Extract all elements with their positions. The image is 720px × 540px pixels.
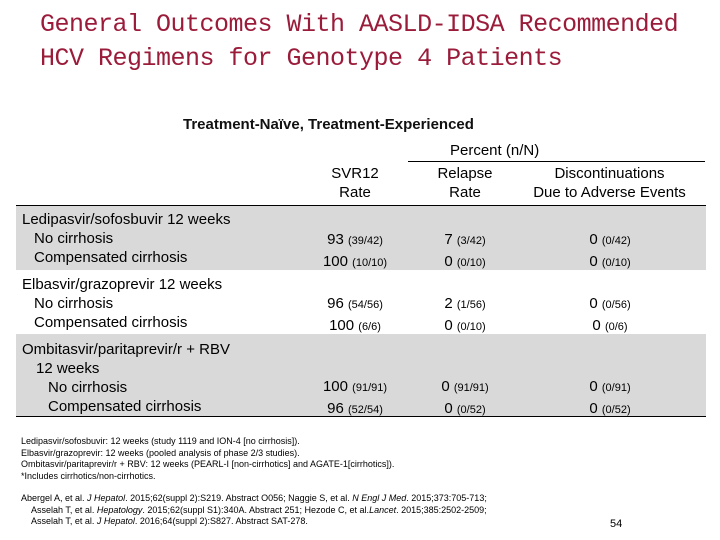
discontinuation-cell: 0 (0/42) 0 (0/10) <box>589 231 631 270</box>
footnote: Elbasvir/grazoprevir: 12 weeks (pooled a… <box>21 447 300 458</box>
title-line-1: General Outcomes With AASLD-IDSA Recomme… <box>40 10 679 39</box>
regimen-label: Ledipasvir/sofosbuvir 12 weeks No cirrho… <box>22 211 231 266</box>
table-bottom-rule <box>16 416 706 417</box>
footnote: Ledipasvir/sofosbuvir: 12 weeks (study 1… <box>21 436 300 446</box>
svr-cell: 96 (54/56) 100 (6/6) <box>327 295 383 334</box>
regimen-label: Elbasvir/grazoprevir 12 weeks No cirrhos… <box>22 276 223 331</box>
footnotes: Ledipasvir/sofosbuvir: 12 weeks (study 1… <box>21 436 581 482</box>
table-row <box>16 206 706 270</box>
reference-line: Abergel A, et al. J Hepatol. 2015;62(sup… <box>21 493 487 503</box>
column-header-svr: SVR12 Rate <box>331 165 379 201</box>
relapse-cell: 7 (3/42) 0 (0/10) <box>444 231 486 270</box>
discontinuation-cell: 0 (0/56) 0 (0/6) <box>589 295 631 334</box>
slide-title: General Outcomes With AASLD-IDSA Recomme… <box>40 8 700 76</box>
svr-cell: 100 (91/91) 96 (52/54) <box>322 378 388 417</box>
page-number: 54 <box>610 518 623 530</box>
table-subtitle: Treatment-Naïve, Treatment-Experienced <box>183 116 474 133</box>
reference-line: Asselah T, et al. J Hepatol. 2016;64(sup… <box>31 516 308 526</box>
footnote: *Includes cirrhotics/non-cirrhotics. <box>21 470 156 481</box>
column-header-discontinuations: Discontinuations Due to Adverse Events <box>533 165 686 201</box>
relapse-cell: 0 (91/91) 0 (0/52) <box>441 378 489 417</box>
header-rule <box>16 205 706 206</box>
table-row <box>16 334 706 416</box>
regimen-label: Ombitasvir/paritaprevir/r + RBV 12 weeks… <box>22 341 230 415</box>
reference-line: Asselah T, et al. Hepatology. 2015;62(su… <box>31 504 487 515</box>
footnote: Ombitasvir/paritaprevir/r + RBV: 12 week… <box>21 459 395 469</box>
references: Abergel A, et al. J Hepatol. 2015;62(sup… <box>21 493 581 528</box>
relapse-cell: 2 (1/56) 0 (0/10) <box>444 295 486 334</box>
table-row <box>16 270 706 334</box>
percent-header-rule <box>408 161 705 162</box>
column-header-relapse: Relapse Rate <box>437 165 493 201</box>
title-line-2: HCV Regimens for Genotype 4 Patients <box>40 44 563 73</box>
svr-cell: 93 (39/42) 100 (10/10) <box>322 231 388 270</box>
discontinuation-cell: 0 (0/91) 0 (0/52) <box>589 378 631 417</box>
percent-header: Percent (n/N) <box>450 142 540 159</box>
